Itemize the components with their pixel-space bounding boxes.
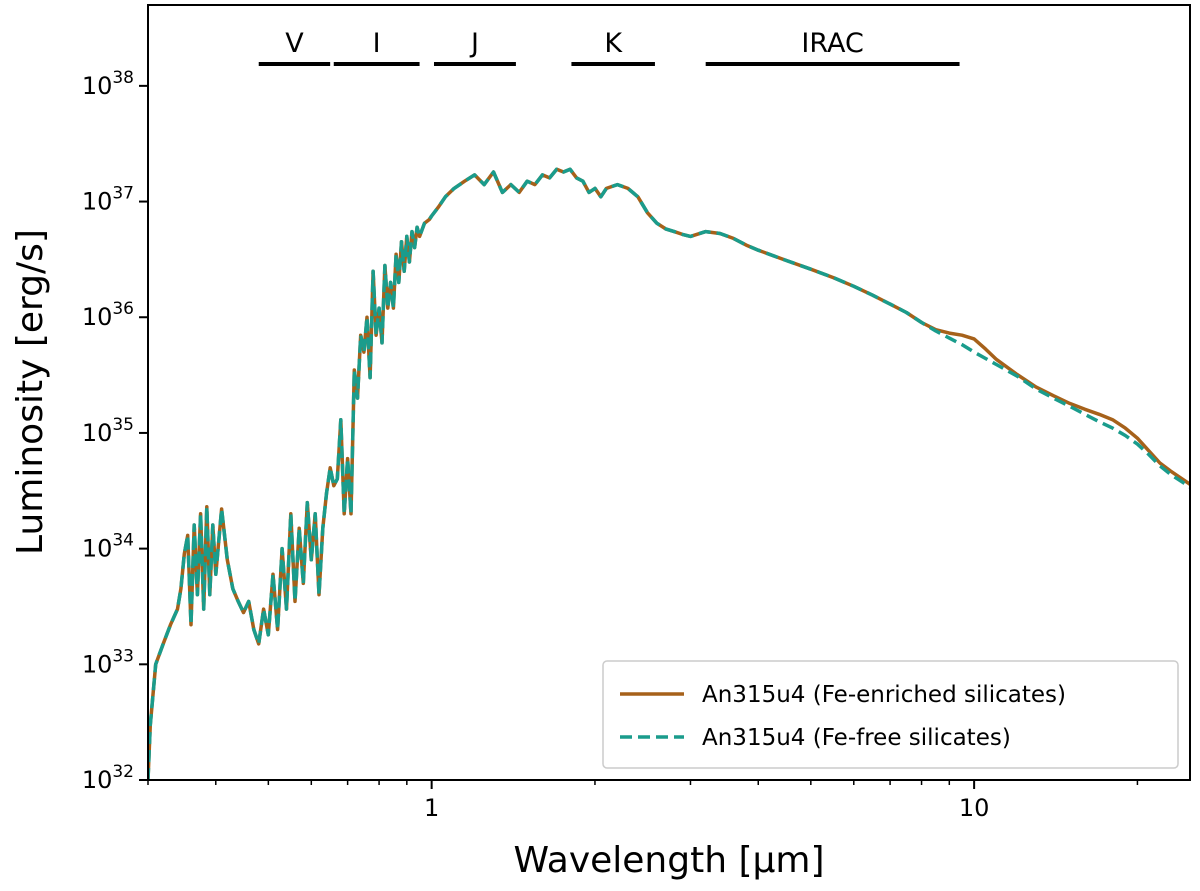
y-tick-label-3: 1035 <box>82 415 134 447</box>
legend-label-fe-enriched: An315u4 (Fe-enriched silicates) <box>702 682 1066 708</box>
legend: An315u4 (Fe-enriched silicates) An315u4 … <box>602 660 1179 769</box>
band-label-0: V <box>285 28 304 59</box>
series-layer <box>148 167 1190 780</box>
band-label-2: J <box>469 28 479 59</box>
plot-frame <box>147 4 1191 781</box>
x-tick-label-1: 10 <box>959 794 990 822</box>
y-axis-ticks: 1032 1033 1034 1035 1036 1037 1038 <box>82 68 148 794</box>
band-markers: V I J K IRAC <box>258 28 960 66</box>
band-label-4: IRAC <box>801 28 863 59</box>
band-label-1: I <box>373 28 381 59</box>
legend-label-fe-free: An315u4 (Fe-free silicates) <box>702 725 1011 751</box>
x-axis-label: Wavelength [μm] <box>513 840 824 881</box>
y-tick-label-5: 1037 <box>82 184 134 216</box>
y-axis-label: Luminosity [erg/s] <box>10 229 51 555</box>
y-tick-label-6: 1038 <box>82 68 134 100</box>
legend-box <box>602 660 1179 769</box>
y-tick-label-0: 1032 <box>82 762 134 794</box>
y-tick-label-2: 1034 <box>82 531 134 563</box>
x-tick-label-0: 1 <box>424 794 439 822</box>
y-tick-label-4: 1036 <box>82 299 134 331</box>
series-line-0 <box>148 167 1190 780</box>
band-label-3: K <box>604 28 623 59</box>
y-tick-label-1: 1033 <box>82 646 134 678</box>
x-axis-ticks: 1 10 <box>147 780 1139 822</box>
